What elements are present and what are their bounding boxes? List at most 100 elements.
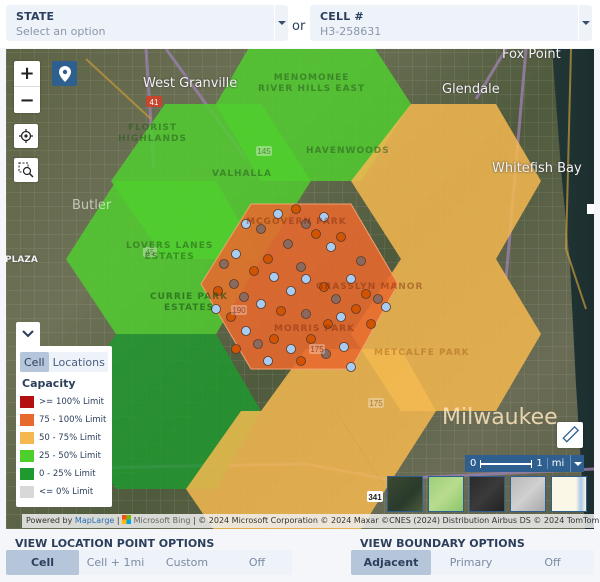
hex-cell-50-75 bbox=[351, 104, 541, 259]
zoom-control: + − bbox=[14, 61, 40, 113]
locate-button[interactable] bbox=[14, 124, 38, 148]
boundary-options-toggle: Adjacent Primary Off bbox=[351, 550, 594, 575]
place-label: Whitefish Bay bbox=[492, 161, 582, 176]
option-custom[interactable]: Custom bbox=[165, 556, 209, 569]
basemap-road[interactable] bbox=[428, 476, 464, 512]
legend-title: Capacity bbox=[22, 377, 76, 390]
boundary-options-title: VIEW BOUNDARY OPTIONS bbox=[360, 537, 525, 550]
basemap-switcher bbox=[387, 476, 587, 512]
neighborhood-label: MORRIS PARK bbox=[274, 324, 356, 334]
view-options-bar: VIEW LOCATION POINT OPTIONS Cell Cell + … bbox=[0, 531, 600, 582]
cell-value: H3-258631 bbox=[320, 25, 382, 38]
chevron-down-icon[interactable] bbox=[274, 5, 288, 41]
option-adjacent[interactable]: Adjacent bbox=[351, 550, 431, 575]
crosshair-icon bbox=[19, 129, 33, 143]
zoom-out-button[interactable]: − bbox=[19, 89, 35, 111]
tab-locations[interactable]: Locations bbox=[52, 355, 105, 369]
color-swatch bbox=[20, 414, 34, 426]
maplarge-link[interactable]: MapLarge bbox=[74, 516, 115, 525]
or-separator: or bbox=[292, 19, 306, 34]
measure-button[interactable] bbox=[557, 422, 583, 448]
place-label: West Granville bbox=[143, 76, 238, 91]
cell-label: CELL # bbox=[320, 10, 364, 23]
legend-item: 25 - 50% Limit bbox=[20, 447, 108, 465]
option-cell[interactable]: Cell bbox=[6, 550, 79, 575]
scale-bar: 0 1 mi bbox=[465, 455, 584, 472]
place-label: PLAZA bbox=[6, 255, 38, 265]
legend-tabs: Cell Locations bbox=[20, 352, 108, 372]
tab-cell[interactable]: Cell bbox=[20, 352, 49, 372]
neighborhood-label: HAVENWOODS bbox=[306, 146, 390, 156]
chevron-down-icon bbox=[22, 330, 34, 338]
basemap-light[interactable] bbox=[551, 476, 587, 512]
scale-start: 0 bbox=[470, 458, 477, 469]
zoom-selection-icon bbox=[18, 162, 34, 178]
hex-cell-50-75 bbox=[261, 349, 436, 489]
hex-cell-25-50 bbox=[216, 49, 411, 181]
neighborhood-label: MENOMONEE RIVER HILLS EAST bbox=[258, 73, 366, 94]
option-off[interactable]: Off bbox=[248, 556, 266, 569]
neighborhood-label: GRASSLYN MANOR bbox=[316, 282, 424, 292]
map-attribution: Powered by MapLarge | Microsoft Bing | ©… bbox=[22, 514, 599, 528]
color-swatch bbox=[20, 450, 34, 462]
legend-item: >= 100% Limit bbox=[20, 393, 108, 411]
legend-item: <= 0% Limit bbox=[20, 483, 108, 501]
hex-cell-0-25 bbox=[66, 334, 261, 489]
legend-item: 50 - 75% Limit bbox=[20, 429, 108, 447]
neighborhood-label: CURRIE PARK ESTATES bbox=[150, 292, 229, 313]
state-select[interactable]: STATE Select an option bbox=[6, 5, 288, 41]
map-canvas[interactable]: 41 145 45 190 175 175 341 West Granville… bbox=[6, 49, 594, 529]
neighborhood-label: METCALFE PARK bbox=[374, 348, 470, 358]
legend-item: 75 - 100% Limit bbox=[20, 411, 108, 429]
color-swatch bbox=[20, 468, 34, 480]
neighborhood-label: LOVERS LANES ESTATES bbox=[126, 241, 214, 262]
filter-bar: STATE Select an option or CELL # H3-2586… bbox=[0, 0, 600, 48]
svg-text:175: 175 bbox=[310, 345, 324, 354]
svg-text:41: 41 bbox=[150, 98, 159, 107]
map-pin-icon bbox=[58, 65, 71, 82]
place-label: Fox Point bbox=[502, 49, 561, 62]
ruler-icon bbox=[562, 426, 579, 443]
svg-text:45: 45 bbox=[146, 248, 155, 257]
scale-end: 1 bbox=[536, 458, 543, 469]
hex-cell-layer: 41 145 45 190 175 175 341 bbox=[15, 49, 594, 529]
scale-unit-dropdown[interactable] bbox=[570, 455, 584, 472]
zoom-selection-button[interactable] bbox=[14, 158, 38, 182]
hex-cell-50-75 bbox=[186, 411, 386, 529]
svg-text:175: 175 bbox=[369, 399, 383, 408]
scale-line bbox=[480, 459, 533, 468]
location-options-title: VIEW LOCATION POINT OPTIONS bbox=[15, 537, 215, 550]
svg-text:190: 190 bbox=[232, 306, 246, 315]
city-label: Milwaukee bbox=[442, 405, 558, 430]
basemap-dark[interactable] bbox=[469, 476, 505, 512]
cell-select[interactable]: CELL # H3-258631 bbox=[310, 5, 592, 41]
microsoft-logo-icon bbox=[122, 515, 132, 524]
neighborhood-label: VALHALLA bbox=[212, 169, 272, 179]
option-primary[interactable]: Primary bbox=[449, 556, 493, 569]
chevron-down-icon[interactable] bbox=[578, 5, 592, 41]
scale-unit: mi bbox=[546, 458, 569, 469]
svg-text:145: 145 bbox=[257, 147, 271, 156]
place-label: Glendale bbox=[442, 82, 500, 97]
legend-collapse-button[interactable] bbox=[16, 322, 40, 346]
option-cell-1mi[interactable]: Cell + 1mi bbox=[86, 556, 145, 569]
neighborhood-label: MCGOVERN PARK bbox=[246, 217, 347, 227]
hex-cell-target bbox=[200, 203, 399, 370]
legend: Cell Locations Capacity >= 100% Limit 75… bbox=[16, 322, 112, 507]
color-swatch bbox=[20, 396, 34, 408]
marker-button[interactable] bbox=[52, 61, 77, 86]
option-boundary-off[interactable]: Off bbox=[544, 556, 561, 569]
svg-text:341: 341 bbox=[368, 493, 382, 502]
place-label: Butler bbox=[72, 198, 112, 213]
location-options-toggle: Cell Cell + 1mi Custom Off bbox=[6, 550, 292, 575]
color-swatch bbox=[20, 432, 34, 444]
state-label: STATE bbox=[16, 10, 55, 23]
basemap-gray[interactable] bbox=[510, 476, 546, 512]
neighborhood-label: FLORIST HIGHLANDS bbox=[118, 123, 187, 144]
color-swatch bbox=[20, 486, 34, 498]
legend-panel: Cell Locations Capacity >= 100% Limit 75… bbox=[16, 346, 112, 507]
legend-item: 0 - 25% Limit bbox=[20, 465, 108, 483]
zoom-in-button[interactable]: + bbox=[14, 61, 40, 87]
basemap-aerial[interactable] bbox=[387, 476, 423, 512]
state-placeholder: Select an option bbox=[16, 25, 106, 38]
